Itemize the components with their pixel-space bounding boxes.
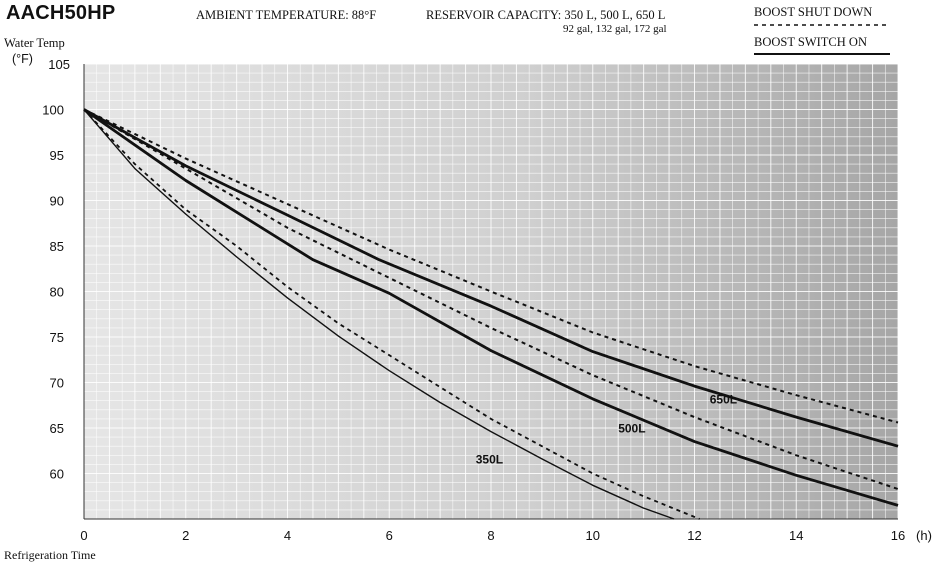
- y-axis-label: Water Temp: [4, 36, 65, 50]
- reservoir-capacity-liters: RESERVOIR CAPACITY: 350 L, 500 L, 650 L: [426, 8, 666, 22]
- y-tick-label: 105: [48, 57, 70, 72]
- curve-label-350l: 350L: [476, 452, 503, 466]
- y-tick-label: 85: [50, 239, 64, 254]
- x-tick-label: 2: [182, 528, 189, 543]
- y-tick-label: 75: [50, 330, 64, 345]
- x-tick-label: 8: [487, 528, 494, 543]
- curve-label-650l: 650L: [710, 392, 737, 406]
- x-tick-label: 6: [386, 528, 393, 543]
- curve-labels-layer: 650L 500L 350L: [476, 392, 737, 466]
- legend-boost-shut-down-label: BOOST SHUT DOWN: [754, 5, 873, 19]
- y-tick-label: 65: [50, 421, 64, 436]
- y-tick-label: 70: [50, 376, 64, 391]
- x-tick-label: 0: [80, 528, 87, 543]
- x-tick-label: 14: [789, 528, 803, 543]
- y-tick-label: 80: [50, 285, 64, 300]
- x-tick-label: 16: [891, 528, 905, 543]
- reservoir-capacity-gallons: 92 gal, 132 gal, 172 gal: [563, 23, 667, 35]
- x-tick-label: 4: [284, 528, 291, 543]
- series-layer: [83, 108, 899, 520]
- axes: 60 65 70 75 80 85 90 95 100 105 0 2 4 6 8 10 12 14 16 (h): [42, 57, 932, 543]
- series-350l-shut-down: [83, 108, 700, 520]
- y-tick-label: 100: [42, 103, 64, 118]
- model-title: AACH50HP: [6, 2, 116, 24]
- series-350l-switch-on: [83, 109, 675, 520]
- y-tick-label: 95: [50, 148, 64, 163]
- series-650l-switch-on: [83, 108, 899, 448]
- ambient-temperature: AMBIENT TEMPERATURE: 88°F: [196, 8, 377, 22]
- y-tick-label: 90: [50, 194, 64, 209]
- x-axis-unit: (h): [916, 528, 932, 543]
- series-500l-switch-on: [83, 108, 899, 507]
- legend-boost-switch-on-label: BOOST SWITCH ON: [754, 35, 867, 49]
- y-tick-label: 60: [50, 467, 64, 482]
- x-tick-label: 10: [586, 528, 600, 543]
- x-tick-label: 12: [687, 528, 701, 543]
- y-axis-unit: (°F): [12, 52, 33, 66]
- curve-label-500l: 500L: [618, 422, 645, 436]
- x-axis-label: Refrigeration Time: [4, 548, 96, 562]
